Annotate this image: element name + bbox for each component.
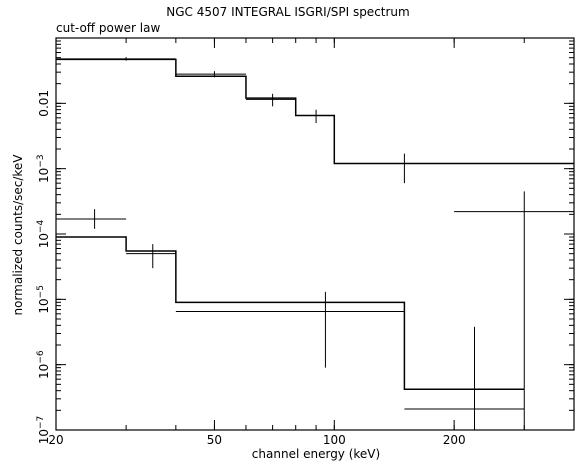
y-tick-label: 10−7 [36,416,51,445]
y-tick-label: 10−4 [36,219,51,248]
x-axis-label: channel energy (keV) [252,447,380,461]
y-tick-label: 10−6 [36,350,51,379]
y-axis: 10−7 10−6 10−5 10−4 10−3 0.01 [36,40,574,445]
x-tick-label: 200 [443,433,466,447]
y-tick-label: 10−5 [36,285,51,314]
plot-frame [55,37,575,431]
y-tick-label: 10−3 [36,154,51,183]
y-axis-label: normalized counts/sec/keV [11,154,25,316]
x-tick-label: 100 [323,433,346,447]
x-tick-label: 20 [48,433,63,447]
y-tick-label: 0.01 [37,90,51,117]
chart-title: NGC 4507 INTEGRAL ISGRI/SPI spectrum [166,5,409,19]
x-tick-label: 50 [207,433,222,447]
series-group [56,57,574,430]
model-step-line-1 [56,58,574,165]
model-label: cut-off power law [56,21,160,35]
model-step-line-2 [56,236,525,391]
x-axis: 20 50 100 200 [48,38,575,447]
